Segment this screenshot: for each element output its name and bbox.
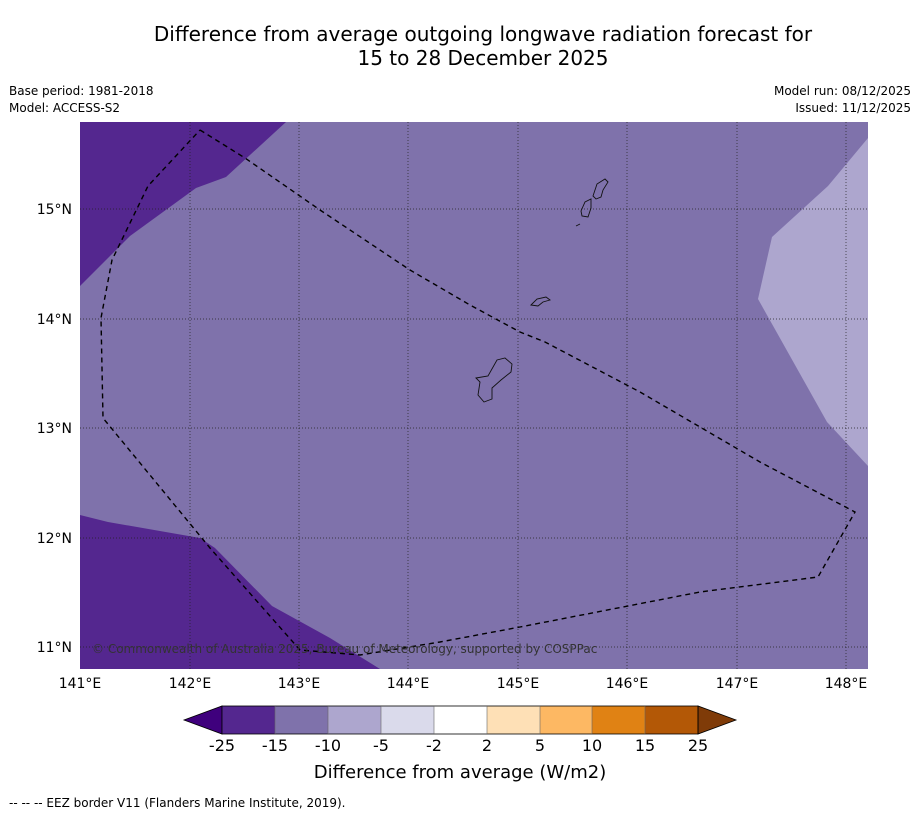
- colorbar-bin-15-25: [645, 706, 698, 734]
- colorbar-bin-5-10: [540, 706, 592, 734]
- colorbar-outline: [221, 705, 699, 735]
- region-minus25-to-minus15-southwest: [80, 515, 380, 669]
- lon-tick-labels: 141°E 142°E 143°E 144°E 145°E 146°E 147°…: [59, 676, 868, 692]
- lon-tick-144: 144°E: [387, 676, 430, 692]
- island-guam: [475, 357, 513, 403]
- islands: [475, 178, 609, 403]
- model-name: Model: ACCESS-S2: [9, 101, 121, 115]
- title-line-1: Difference from average outgoing longwav…: [153, 22, 813, 46]
- colorbar: -25 -15 -10 -5 -2 2 5 10 15 25 Differenc…: [182, 705, 738, 783]
- meta-right: Model run: 08/12/2025 Issued: 11/12/2025: [774, 83, 911, 117]
- colorbar-tick-15: 15: [635, 736, 655, 755]
- region-minus25-to-minus15-northwest: [80, 122, 286, 286]
- lon-tick-142: 142°E: [169, 676, 212, 692]
- colorbar-tick--2: -2: [426, 736, 442, 755]
- island-aguijan: [575, 223, 581, 227]
- colorbar-tick-5: 5: [535, 736, 545, 755]
- colorbar-bin-10-15: [592, 706, 645, 734]
- region-minus10-to-minus5-east: [758, 138, 868, 466]
- eez-border: [100, 129, 856, 656]
- lon-tick-148: 148°E: [825, 676, 868, 692]
- lat-tick-13: 13°N: [37, 421, 72, 437]
- colorbar-tick--10: -10: [315, 736, 341, 755]
- issued-date: Issued: 11/12/2025: [795, 101, 911, 115]
- map-area: © Commonwealth of Australia 2025, Bureau…: [80, 122, 868, 669]
- colorbar-tick--25: -25: [209, 736, 235, 755]
- credit-text: © Commonwealth of Australia 2025, Bureau…: [92, 642, 597, 656]
- colorbar-bin-minus15-minus10: [275, 706, 328, 734]
- colorbar-tick--5: -5: [373, 736, 389, 755]
- colorbar-tick-2: 2: [482, 736, 492, 755]
- lat-tick-12: 12°N: [37, 531, 72, 547]
- lon-tick-146: 146°E: [606, 676, 649, 692]
- lon-tick-143: 143°E: [278, 676, 321, 692]
- meta-left: Base period: 1981-2018 Model: ACCESS-S2: [9, 83, 154, 117]
- colorbar-under-arrow: [182, 705, 223, 735]
- lat-tick-labels: 15°N 14°N 13°N 12°N 11°N: [37, 202, 72, 656]
- lon-tick-141: 141°E: [59, 676, 102, 692]
- base-period: Base period: 1981-2018: [9, 84, 154, 98]
- island-saipan: [592, 178, 609, 200]
- lat-tick-14: 14°N: [37, 312, 72, 328]
- colorbar-tick--15: -15: [262, 736, 288, 755]
- colorbar-bin-minus25-minus15: [222, 706, 275, 734]
- colorbar-title: Difference from average (W/m2): [314, 762, 606, 783]
- eez-legend-note: -- -- -- EEZ border V11 (Flanders Marine…: [9, 796, 346, 810]
- lat-tick-11: 11°N: [37, 640, 72, 656]
- chart-title: Difference from average outgoing longwav…: [0, 22, 919, 70]
- colorbar-bin-2-5: [487, 706, 540, 734]
- colorbar-dividers: [274, 706, 646, 734]
- colorbar-bin-minus2-2: [434, 706, 487, 734]
- colorbar-tick-10: 10: [582, 736, 602, 755]
- colorbar-over-arrow: [697, 705, 738, 735]
- lon-tick-147: 147°E: [716, 676, 759, 692]
- colorbar-bin-minus10-minus5: [328, 706, 381, 734]
- island-tinian: [580, 198, 592, 218]
- island-rota: [530, 296, 551, 307]
- colorbar-bin-minus5-minus2: [381, 706, 434, 734]
- gridlines: [80, 122, 868, 669]
- title-line-2: 15 to 28 December 2025: [357, 46, 609, 70]
- lon-tick-145: 145°E: [497, 676, 540, 692]
- model-run: Model run: 08/12/2025: [773, 84, 911, 98]
- lat-tick-15: 15°N: [37, 202, 72, 218]
- colorbar-tick-25: 25: [688, 736, 708, 755]
